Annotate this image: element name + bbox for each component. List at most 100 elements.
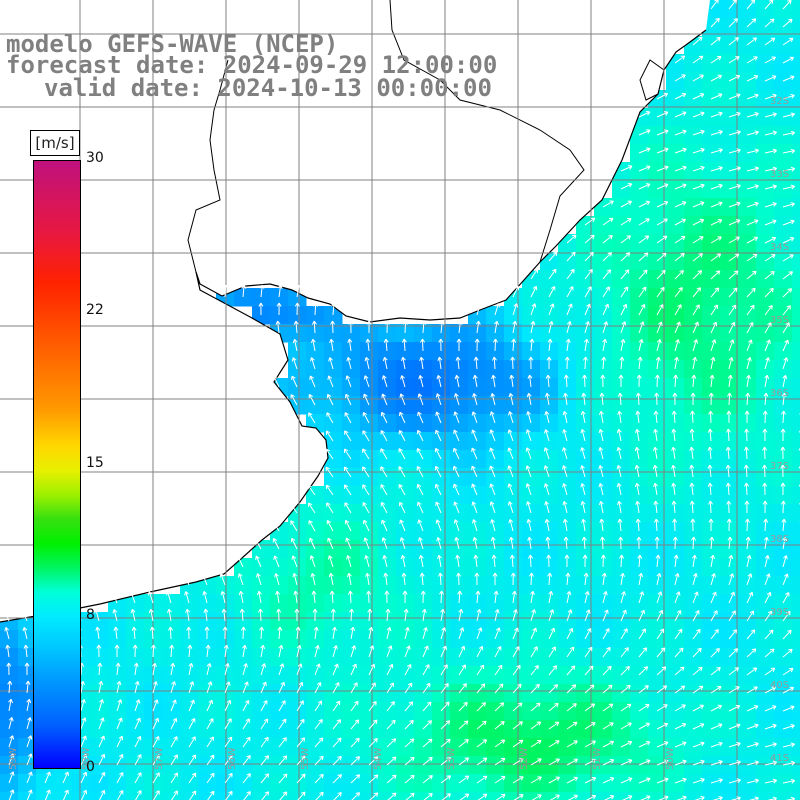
- wind-arrow: [386, 701, 395, 712]
- wind-cell: [360, 432, 379, 451]
- wind-cell: [90, 684, 109, 703]
- wind-arrow: [383, 572, 389, 586]
- wind-arrow: [310, 572, 316, 586]
- wind-cell: [234, 630, 253, 649]
- wind-arrow: [440, 645, 447, 658]
- wind-arrow: [692, 236, 704, 244]
- wind-cell: [450, 522, 469, 541]
- wind-arrow: [344, 502, 352, 514]
- wind-cell: [504, 504, 523, 523]
- wind-arrow: [710, 686, 722, 694]
- wind-cell: [342, 594, 361, 613]
- wind-arrow: [344, 393, 352, 406]
- wind-arrow: [728, 74, 741, 82]
- wind-arrow: [454, 537, 460, 550]
- wind-cell: [360, 630, 379, 649]
- wind-arrow: [710, 704, 723, 712]
- wind-arrow: [692, 55, 704, 64]
- wind-arrow: [710, 148, 723, 154]
- wind-cell: [468, 522, 487, 541]
- wind-cell: [252, 666, 271, 685]
- wind-arrow: [762, 464, 768, 478]
- wind-arrow: [98, 753, 106, 766]
- wind-arrow: [598, 428, 604, 442]
- wind-arrow: [617, 500, 622, 514]
- wind-arrow: [764, 374, 770, 388]
- wind-arrow: [440, 720, 451, 730]
- wind-arrow: [201, 573, 208, 586]
- wind-arrow: [386, 626, 392, 640]
- wind-arrow: [674, 269, 684, 280]
- wind-arrow: [547, 338, 553, 352]
- wind-arrow: [458, 701, 468, 712]
- wind-cell: [756, 306, 775, 325]
- wind-cell: [594, 396, 613, 415]
- wind-cell: [792, 108, 800, 127]
- wind-arrow: [764, 610, 773, 622]
- wind-cell: [576, 576, 595, 595]
- wind-arrow: [476, 303, 482, 316]
- wind-arrow: [692, 201, 705, 208]
- wind-arrow: [638, 666, 649, 676]
- wind-arrow: [764, 760, 778, 766]
- wind-arrow: [239, 608, 245, 622]
- wind-cell: [792, 576, 800, 595]
- wind-cell: [540, 558, 559, 577]
- wind-cell: [180, 738, 199, 757]
- wind-cell: [468, 540, 487, 559]
- wind-cell: [378, 414, 397, 433]
- model-title: modelo GEFS-WAVE (NCEP): [6, 30, 339, 58]
- wind-arrow: [399, 393, 406, 406]
- wind-arrow: [326, 502, 334, 514]
- wind-arrow: [638, 572, 644, 586]
- wind-arrow: [492, 338, 498, 352]
- wind-arrow: [416, 447, 424, 460]
- wind-cell: [702, 342, 721, 361]
- wind-cell: [234, 576, 253, 595]
- wind-arrow: [457, 320, 463, 334]
- wind-cell: [756, 360, 775, 379]
- wind-cell: [252, 612, 271, 631]
- wind-cell: [396, 594, 415, 613]
- wind-arrow: [692, 647, 702, 658]
- wind-arrow: [710, 55, 722, 64]
- wind-cell: [522, 486, 541, 505]
- wind-cell: [126, 792, 145, 800]
- wind-cell: [342, 576, 361, 595]
- wind-arrow: [296, 681, 304, 694]
- wind-cell: [684, 396, 703, 415]
- wind-arrow: [654, 374, 660, 388]
- latitude-label: 40S: [770, 680, 789, 691]
- wind-arrow: [436, 374, 442, 388]
- wind-cell: [792, 702, 800, 721]
- wind-arrow: [638, 741, 651, 748]
- wind-arrow: [364, 356, 370, 370]
- wind-arrow: [526, 518, 532, 532]
- wind-cell: [180, 630, 199, 649]
- wind-arrow: [782, 112, 795, 118]
- wind-cell: [774, 486, 793, 505]
- wind-arrow: [437, 554, 442, 568]
- wind-arrow: [620, 722, 632, 730]
- wind-arrow: [656, 269, 666, 280]
- wind-arrow: [296, 700, 304, 712]
- wind-arrow: [638, 685, 649, 694]
- wind-cell: [432, 468, 451, 487]
- wind-cell: [702, 792, 721, 800]
- wind-arrow: [780, 464, 786, 478]
- wind-cell: [720, 0, 739, 19]
- wind-cell: [126, 666, 145, 685]
- wind-cell: [450, 378, 469, 397]
- wind-cell: [576, 432, 595, 451]
- wind-arrow: [224, 663, 230, 676]
- wind-arrow: [762, 428, 768, 442]
- wind-arrow: [566, 590, 572, 604]
- wind-arrow: [692, 685, 704, 694]
- wind-arrow: [8, 771, 15, 784]
- wind-arrow: [134, 754, 142, 766]
- wind-cell: [612, 288, 631, 307]
- wind-arrow: [764, 56, 776, 64]
- wind-arrow: [296, 755, 306, 766]
- wind-arrow: [782, 37, 794, 46]
- wind-arrow: [728, 148, 741, 154]
